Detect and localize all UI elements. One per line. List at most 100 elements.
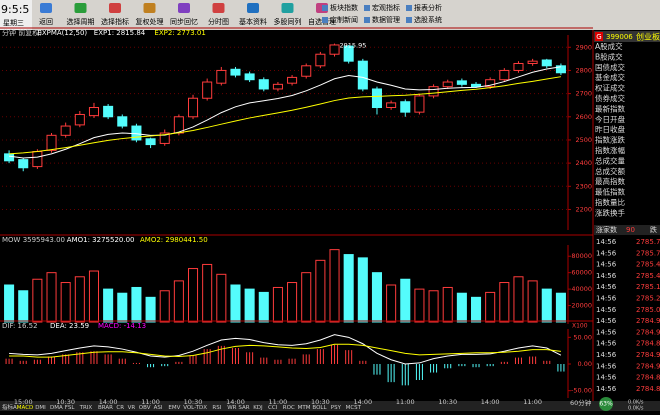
toolbar-button[interactable]: 选择周期 [67, 17, 95, 26]
status-dot [599, 397, 613, 411]
y-tick-label: 2800 [575, 66, 592, 74]
indicator-tab[interactable]: DMI [35, 405, 46, 411]
candle-body [74, 113, 85, 126]
button-icon[interactable] [212, 3, 225, 13]
trade-price: 2785.41 [636, 261, 660, 269]
indicator-tab[interactable]: KDJ [253, 405, 263, 411]
menu-item[interactable]: 宏观指标 [372, 3, 400, 12]
breadth: 涨家数 [596, 225, 617, 234]
quote-field: 指数量比 [595, 197, 625, 207]
indicator-tab[interactable]: EMV [168, 405, 180, 411]
toolbar-button[interactable]: 分时图 [208, 17, 229, 26]
trade-time: 14:56 [596, 295, 617, 303]
indicator-tab[interactable]: FSL [65, 405, 76, 411]
menu-item[interactable]: 选股系统 [414, 15, 442, 24]
panel-header: EXP1: 2815.84 [94, 29, 146, 37]
trade-price: 2784.88 [636, 340, 660, 348]
indicator-tab[interactable]: VOL-TDX [183, 405, 207, 411]
x-tick-label: 11:00 [523, 398, 542, 406]
indicator-tab[interactable]: VR [128, 405, 136, 411]
panel-header: MOW 3595943.00 [2, 236, 65, 244]
x-tick-label: 11:00 [141, 398, 160, 406]
volume-bar [499, 282, 510, 323]
menu-icon[interactable] [364, 17, 370, 23]
menu-icon[interactable] [364, 5, 370, 11]
y-tick-label: 40000 [571, 285, 592, 293]
indicator-tab[interactable]: WR [227, 405, 236, 411]
indicator-tab[interactable]: ROC [283, 405, 295, 411]
indicator-tab[interactable]: MCST [346, 405, 362, 411]
status: 63% [599, 401, 613, 408]
y-tick-label: 60000 [571, 269, 592, 277]
candle-body [485, 79, 496, 88]
toolbar-button[interactable]: 复权处理 [136, 17, 164, 26]
period[interactable]: 60分钟 [570, 398, 592, 407]
footer-bg [0, 401, 660, 411]
indicator-tab[interactable]: SAR [238, 405, 249, 411]
volume-bar [371, 272, 383, 323]
candle-body [343, 45, 354, 62]
volume-bar [315, 259, 326, 323]
menu-item[interactable]: 报表分析 [414, 3, 442, 12]
button-icon[interactable] [74, 3, 87, 13]
button-icon[interactable] [178, 3, 190, 13]
candle-body [470, 83, 482, 88]
button-icon[interactable] [40, 3, 52, 13]
indicator-tab[interactable]: BOLL [312, 405, 327, 411]
indicator-tab[interactable]: RSI [212, 405, 221, 411]
volume-bar [513, 276, 524, 323]
button-icon[interactable] [143, 3, 156, 13]
volume-bar [357, 257, 368, 323]
trade-time: 14:56 [596, 351, 617, 359]
toolbar-button[interactable]: 基本资料 [239, 17, 267, 26]
trade-time: 14:56 [596, 317, 617, 325]
indicator-tab[interactable]: CCI [268, 405, 278, 411]
menu-item[interactable]: 定制新闻 [330, 15, 358, 24]
trade-price: 2785.70 [636, 238, 660, 246]
candle-body [315, 53, 326, 67]
x-tick-label: 14:00 [481, 398, 500, 406]
menu-icon[interactable] [406, 5, 412, 11]
volume-bar [428, 290, 439, 323]
indicator-tab[interactable]: PSY [331, 405, 342, 411]
candle-body [386, 102, 397, 109]
button-icon[interactable] [247, 3, 259, 13]
button-icon[interactable] [281, 3, 294, 13]
candle-body [117, 116, 128, 127]
indicator-tab[interactable]: BRAR [98, 405, 113, 411]
trade-price: 2785.22 [636, 295, 660, 303]
indicator-tab[interactable]: 指标A [2, 403, 17, 411]
toolbar-button[interactable]: 选择指标 [101, 17, 129, 26]
x-tick-label: 10:30 [184, 398, 203, 406]
indicator-tab[interactable]: OBV [139, 405, 151, 411]
volume-bar [173, 280, 184, 323]
toolbar-button[interactable]: 多股同列 [274, 17, 302, 26]
trade-time: 14:56 [596, 340, 617, 348]
volume-bar [117, 292, 128, 323]
volume-bar [456, 292, 467, 323]
toolbar-button[interactable]: 同步回忆 [170, 17, 198, 26]
indicator-tab[interactable]: TRIX [79, 405, 93, 411]
menu-item[interactable]: 数据管理 [372, 15, 400, 24]
menu-icon[interactable] [322, 17, 328, 23]
candle-body [272, 83, 283, 90]
toolbar-button[interactable]: 返回 [39, 18, 53, 26]
menu-icon[interactable] [406, 17, 412, 23]
volume-bar [258, 291, 269, 323]
candle-body [103, 105, 114, 118]
candle-body [428, 86, 439, 97]
indicator-tab[interactable]: ASI [154, 405, 163, 411]
indicator-tab[interactable]: MTM [298, 405, 311, 411]
menu-icon[interactable] [322, 5, 328, 11]
unit-label: X100 [572, 323, 588, 330]
indicator-tab[interactable]: DMA [50, 405, 63, 411]
volume-bar [386, 284, 397, 323]
indicator-tab[interactable]: MACD [17, 405, 34, 411]
candle-body [301, 65, 312, 77]
button-icon[interactable] [109, 3, 121, 13]
candle-body [187, 97, 199, 118]
menu-item[interactable]: 板块指数 [330, 3, 358, 12]
indicator-tab[interactable]: CR [116, 405, 124, 411]
panel-head [594, 31, 660, 42]
volume-bar [470, 296, 482, 323]
